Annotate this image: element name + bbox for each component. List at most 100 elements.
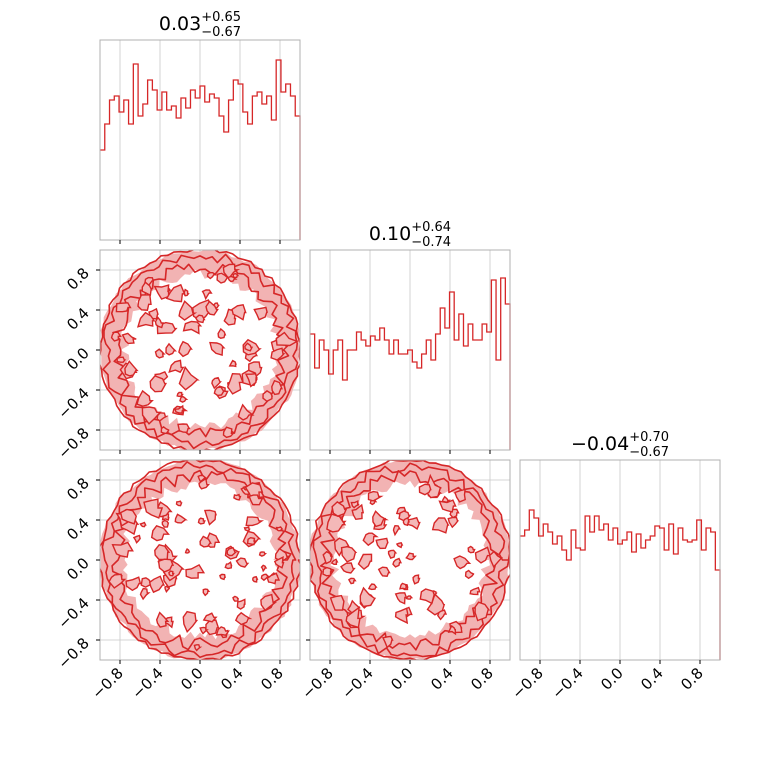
contour-blob (270, 347, 286, 361)
contour-blob (108, 573, 127, 589)
contour-blob (467, 545, 476, 554)
contour-blob (275, 526, 284, 532)
contour-blob (246, 536, 256, 546)
contour-blob (222, 263, 241, 280)
contour-blob (199, 535, 212, 548)
title-value: 0.10 (369, 223, 411, 245)
contour-blob (178, 300, 198, 321)
contour-blob (194, 314, 206, 324)
contour-blob (232, 595, 239, 602)
histogram-1 (310, 277, 511, 450)
contour-blob (262, 390, 274, 403)
title-minus: −0.67 (201, 25, 241, 40)
contour-blob (168, 570, 175, 577)
contour-blob (202, 612, 218, 623)
contour-blob (205, 300, 219, 316)
contour-blob (273, 556, 285, 569)
contour-blob (139, 587, 151, 601)
contour-blob (447, 516, 460, 529)
y-tick-label: 0.0 (63, 344, 93, 374)
contour-blob (224, 561, 233, 570)
y-tick-label: 0.0 (63, 554, 93, 584)
contour-blob (431, 517, 450, 534)
contour-blob (351, 503, 365, 521)
contour-blob (412, 574, 421, 585)
contour-blob (367, 490, 384, 502)
contour-blob (140, 577, 155, 588)
contour-blob (219, 573, 226, 581)
x-tick-label: 0.8 (257, 664, 287, 694)
contour-blob (372, 510, 389, 528)
y-tick-label: −0.8 (54, 634, 92, 672)
contour-blob (203, 509, 217, 526)
contour-blob (326, 513, 347, 533)
title-plus: +0.64 (411, 220, 451, 235)
histogram-2 (520, 509, 721, 660)
contour-blob (111, 541, 134, 558)
x-tick-label: −0.8 (88, 664, 126, 702)
contour-blob (381, 635, 394, 649)
y-tick-label: 0.4 (63, 514, 93, 544)
contour-blob (184, 547, 191, 554)
contour-blob (244, 372, 258, 388)
contour-blob (394, 607, 409, 625)
contour-blob (213, 386, 226, 397)
x-tick-label: −0.8 (508, 664, 546, 702)
contour-blob (266, 572, 281, 585)
contour-blob (394, 592, 408, 605)
contour-blob (157, 558, 175, 573)
contour-blob (488, 550, 504, 569)
contour-blob (464, 569, 475, 580)
contour-blob (209, 341, 226, 357)
contour-outer-line (100, 250, 300, 450)
histogram-0 (100, 59, 301, 240)
contour-blob (469, 586, 481, 596)
contour-blob (233, 493, 242, 501)
contour-blob (168, 359, 185, 374)
contour-blob (359, 586, 377, 608)
hist-title-1: 0.10+0.64 −0.74 (369, 220, 451, 250)
x-tick-label: 0.4 (427, 664, 457, 694)
contour-inner-line (101, 461, 297, 659)
contour-blob (418, 483, 432, 496)
contour-blob (179, 395, 189, 403)
contour-blob (174, 513, 188, 524)
contour-blob (260, 564, 268, 573)
contour-blob (165, 342, 177, 356)
contour-blob (357, 553, 373, 571)
contour-blob (322, 550, 334, 565)
contour-blob (161, 519, 170, 528)
contour-blob (165, 283, 186, 303)
contour-blob (330, 558, 339, 565)
contour-blob (205, 619, 220, 636)
x-tick-label: −0.4 (548, 664, 586, 702)
contour-blob (258, 551, 268, 557)
title-minus: −0.74 (411, 235, 451, 250)
contour-blob (234, 611, 253, 626)
contour-blob (252, 575, 259, 583)
contour-blob (202, 588, 211, 597)
contour-blob (387, 549, 398, 559)
x-tick-label: 0.4 (637, 664, 667, 694)
contour-blob (215, 626, 230, 636)
contour-blob (453, 555, 472, 570)
contour-blob (329, 594, 345, 611)
contour-blob (248, 494, 264, 506)
contour-blob (437, 609, 448, 621)
title-value: 0.03 (159, 13, 201, 35)
contour-blob (236, 598, 246, 610)
contour-blob (405, 552, 417, 561)
contour-blob (260, 593, 278, 612)
contour-blob (175, 500, 183, 507)
hist-grid-0 (119, 40, 281, 240)
contour-blob (136, 311, 156, 328)
y-tick-label: −0.8 (54, 424, 92, 462)
contour-blob (217, 327, 227, 339)
hist-title-0: 0.03+0.65 −0.67 (159, 10, 241, 40)
contour-blob (143, 498, 164, 519)
contour-blob (137, 294, 152, 311)
contour-blob (253, 306, 269, 321)
contour-blob (438, 499, 457, 513)
contour-blob (176, 391, 184, 398)
contour-blob (164, 585, 171, 594)
